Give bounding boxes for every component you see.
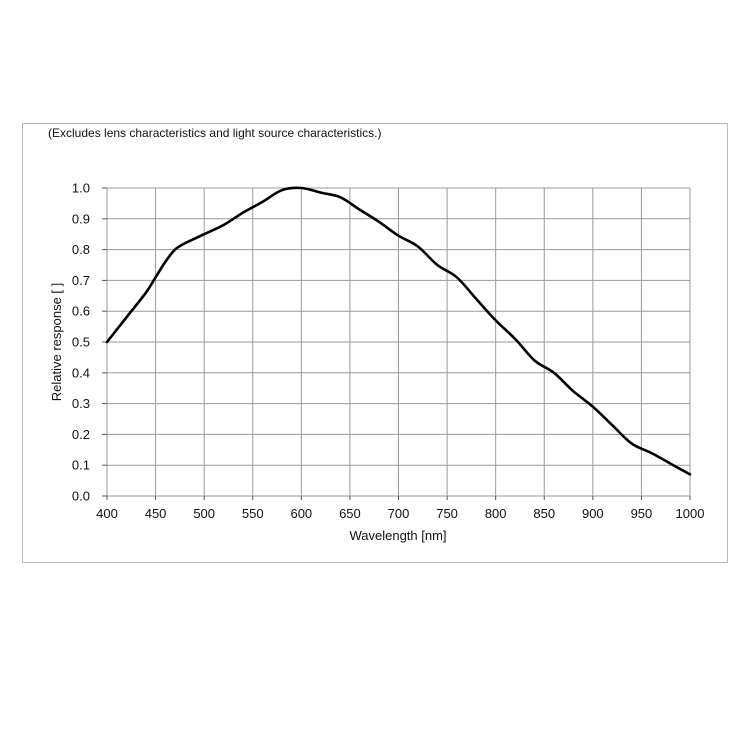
y-tick-label: 0.0: [72, 489, 90, 504]
y-tick-label: 0.7: [72, 273, 90, 288]
x-tick-label: 900: [582, 506, 604, 521]
chart-note: (Excludes lens characteristics and light…: [48, 126, 382, 140]
y-tick-label: 0.5: [72, 335, 90, 350]
x-tick-label: 1000: [676, 506, 705, 521]
y-axis-label: Relative response [ ]: [49, 283, 64, 402]
y-tick-label: 0.6: [72, 304, 90, 319]
x-tick-label: 450: [145, 506, 167, 521]
y-tick-label: 0.3: [72, 396, 90, 411]
y-tick-label: 1.0: [72, 181, 90, 196]
x-tick-label: 650: [339, 506, 361, 521]
response-curve: [105, 186, 692, 476]
x-tick-label: 500: [193, 506, 215, 521]
series: [105, 186, 692, 476]
x-tick-labels: 400 450 500 550 600 650 700 750 800 850 900 950 1000: [96, 506, 704, 521]
y-tick-label: 0.2: [72, 427, 90, 442]
x-tick-label: 950: [631, 506, 653, 521]
y-tick-labels: 0.0 0.1 0.2 0.3 0.4 0.5 0.6 0.7 0.8 0.9 1.0: [72, 181, 90, 504]
y-tick-label: 0.4: [72, 365, 90, 380]
x-tick-label: 600: [290, 506, 312, 521]
chart-frame: [22, 123, 728, 563]
x-tick-label: 400: [96, 506, 118, 521]
grid: [102, 187, 691, 500]
y-tick-label: 0.1: [72, 458, 90, 473]
x-tick-label: 700: [388, 506, 410, 521]
x-axis-label: Wavelength [nm]: [349, 528, 446, 543]
x-tick-label: 750: [436, 506, 458, 521]
x-tick-label: 800: [485, 506, 507, 521]
x-tick-label: 550: [242, 506, 264, 521]
x-tick-label: 850: [533, 506, 555, 521]
y-tick-label: 0.9: [72, 211, 90, 226]
y-tick-label: 0.8: [72, 242, 90, 257]
